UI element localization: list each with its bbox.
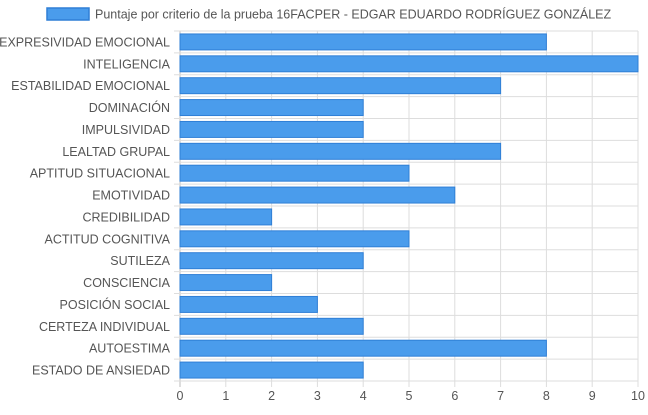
y-tick-label: CONSCIENCIA bbox=[83, 276, 170, 290]
x-tick-label: 1 bbox=[222, 389, 229, 403]
bar[interactable] bbox=[179, 55, 639, 73]
bar[interactable] bbox=[179, 274, 273, 292]
y-tick-label: ACTITUD COGNITIVA bbox=[45, 232, 171, 246]
y-tick-label: AUTOESTIMA bbox=[89, 342, 171, 356]
y-tick-label: POSICIÓN SOCIAL bbox=[60, 297, 170, 312]
bars bbox=[179, 33, 639, 379]
bar[interactable] bbox=[179, 295, 318, 313]
x-tick-label: 3 bbox=[314, 389, 321, 403]
legend-label[interactable]: Puntaje por criterio de la prueba 16FACP… bbox=[95, 7, 611, 22]
y-tick-label: EXPRESIVIDAD EMOCIONAL bbox=[0, 35, 170, 49]
y-tick-label: EMOTIVIDAD bbox=[92, 189, 170, 203]
bar[interactable] bbox=[179, 186, 456, 204]
bar[interactable] bbox=[179, 252, 364, 270]
bar[interactable] bbox=[179, 208, 273, 226]
y-tick-label: DOMINACIÓN bbox=[89, 100, 170, 115]
y-tick-label: LEALTAD GRUPAL bbox=[62, 145, 170, 159]
bar[interactable] bbox=[179, 230, 410, 248]
bar[interactable] bbox=[179, 77, 502, 95]
x-tick-label: 8 bbox=[543, 389, 550, 403]
bar[interactable] bbox=[179, 317, 364, 335]
bar[interactable] bbox=[179, 99, 364, 117]
x-tick-label: 5 bbox=[406, 389, 413, 403]
y-tick-label: ESTADO DE ANSIEDAD bbox=[32, 364, 170, 378]
y-tick-label: ESTABILIDAD EMOCIONAL bbox=[11, 79, 170, 93]
bar[interactable] bbox=[179, 164, 410, 182]
bar[interactable] bbox=[179, 142, 502, 160]
x-axis-labels: 0 1 2 3 4 5 6 7 8 9 10 bbox=[177, 389, 645, 403]
x-tick-label: 2 bbox=[268, 389, 275, 403]
x-tick-label: 10 bbox=[631, 389, 645, 403]
y-axis-labels: EXPRESIVIDAD EMOCIONAL INTELIGENCIA ESTABI… bbox=[0, 35, 171, 377]
y-tick-label: INTELIGENCIA bbox=[83, 57, 170, 71]
bar[interactable] bbox=[179, 120, 364, 138]
y-tick-label: CERTEZA INDIVIDUAL bbox=[39, 320, 170, 334]
y-tick-label: APTITUD SITUACIONAL bbox=[30, 167, 170, 181]
x-tick-label: 0 bbox=[177, 389, 184, 403]
x-tick-label: 9 bbox=[589, 389, 596, 403]
bar[interactable] bbox=[179, 361, 364, 379]
bar[interactable] bbox=[179, 33, 547, 51]
y-tick-label: SUTILEZA bbox=[110, 254, 170, 268]
x-tick-label: 4 bbox=[360, 389, 367, 403]
legend[interactable]: Puntaje por criterio de la prueba 16FACP… bbox=[46, 7, 611, 22]
bar[interactable] bbox=[179, 339, 547, 357]
x-tick-label: 6 bbox=[451, 389, 458, 403]
y-tick-label: IMPULSIVIDAD bbox=[82, 123, 170, 137]
x-tick-label: 7 bbox=[497, 389, 504, 403]
y-tick-label: CREDIBILIDAD bbox=[82, 210, 170, 224]
legend-swatch[interactable] bbox=[46, 7, 90, 21]
